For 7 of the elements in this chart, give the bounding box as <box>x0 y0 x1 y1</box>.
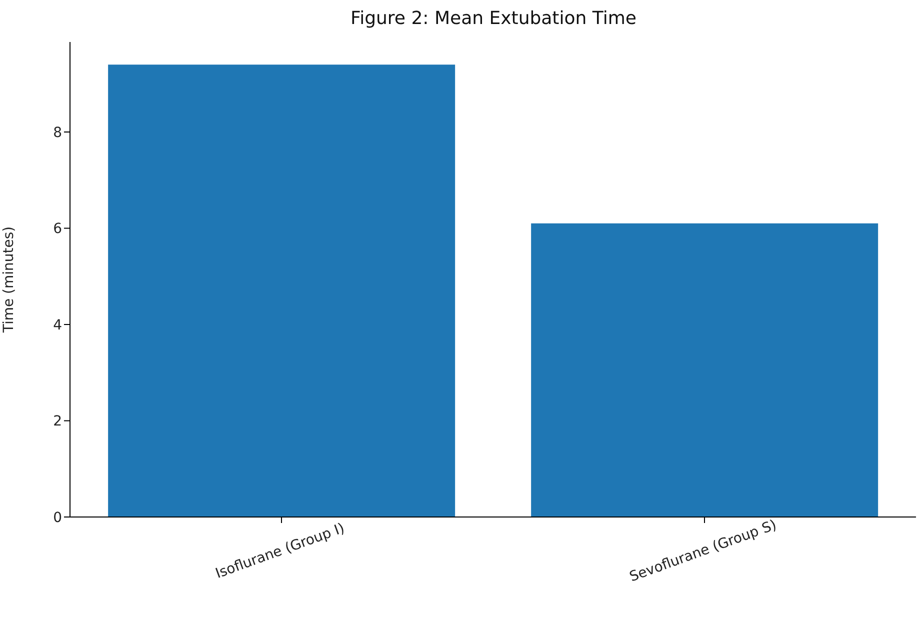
chart-title: Figure 2: Mean Extubation Time <box>350 8 638 29</box>
y-axis-title: Time (minutes) <box>0 226 17 334</box>
y-tick-label: 4 <box>53 317 62 334</box>
y-tick-label: 2 <box>53 414 62 430</box>
y-tick-label: 8 <box>53 124 62 141</box>
y-tick-label: 6 <box>53 221 62 238</box>
y-tick-label: 0 <box>53 510 62 526</box>
